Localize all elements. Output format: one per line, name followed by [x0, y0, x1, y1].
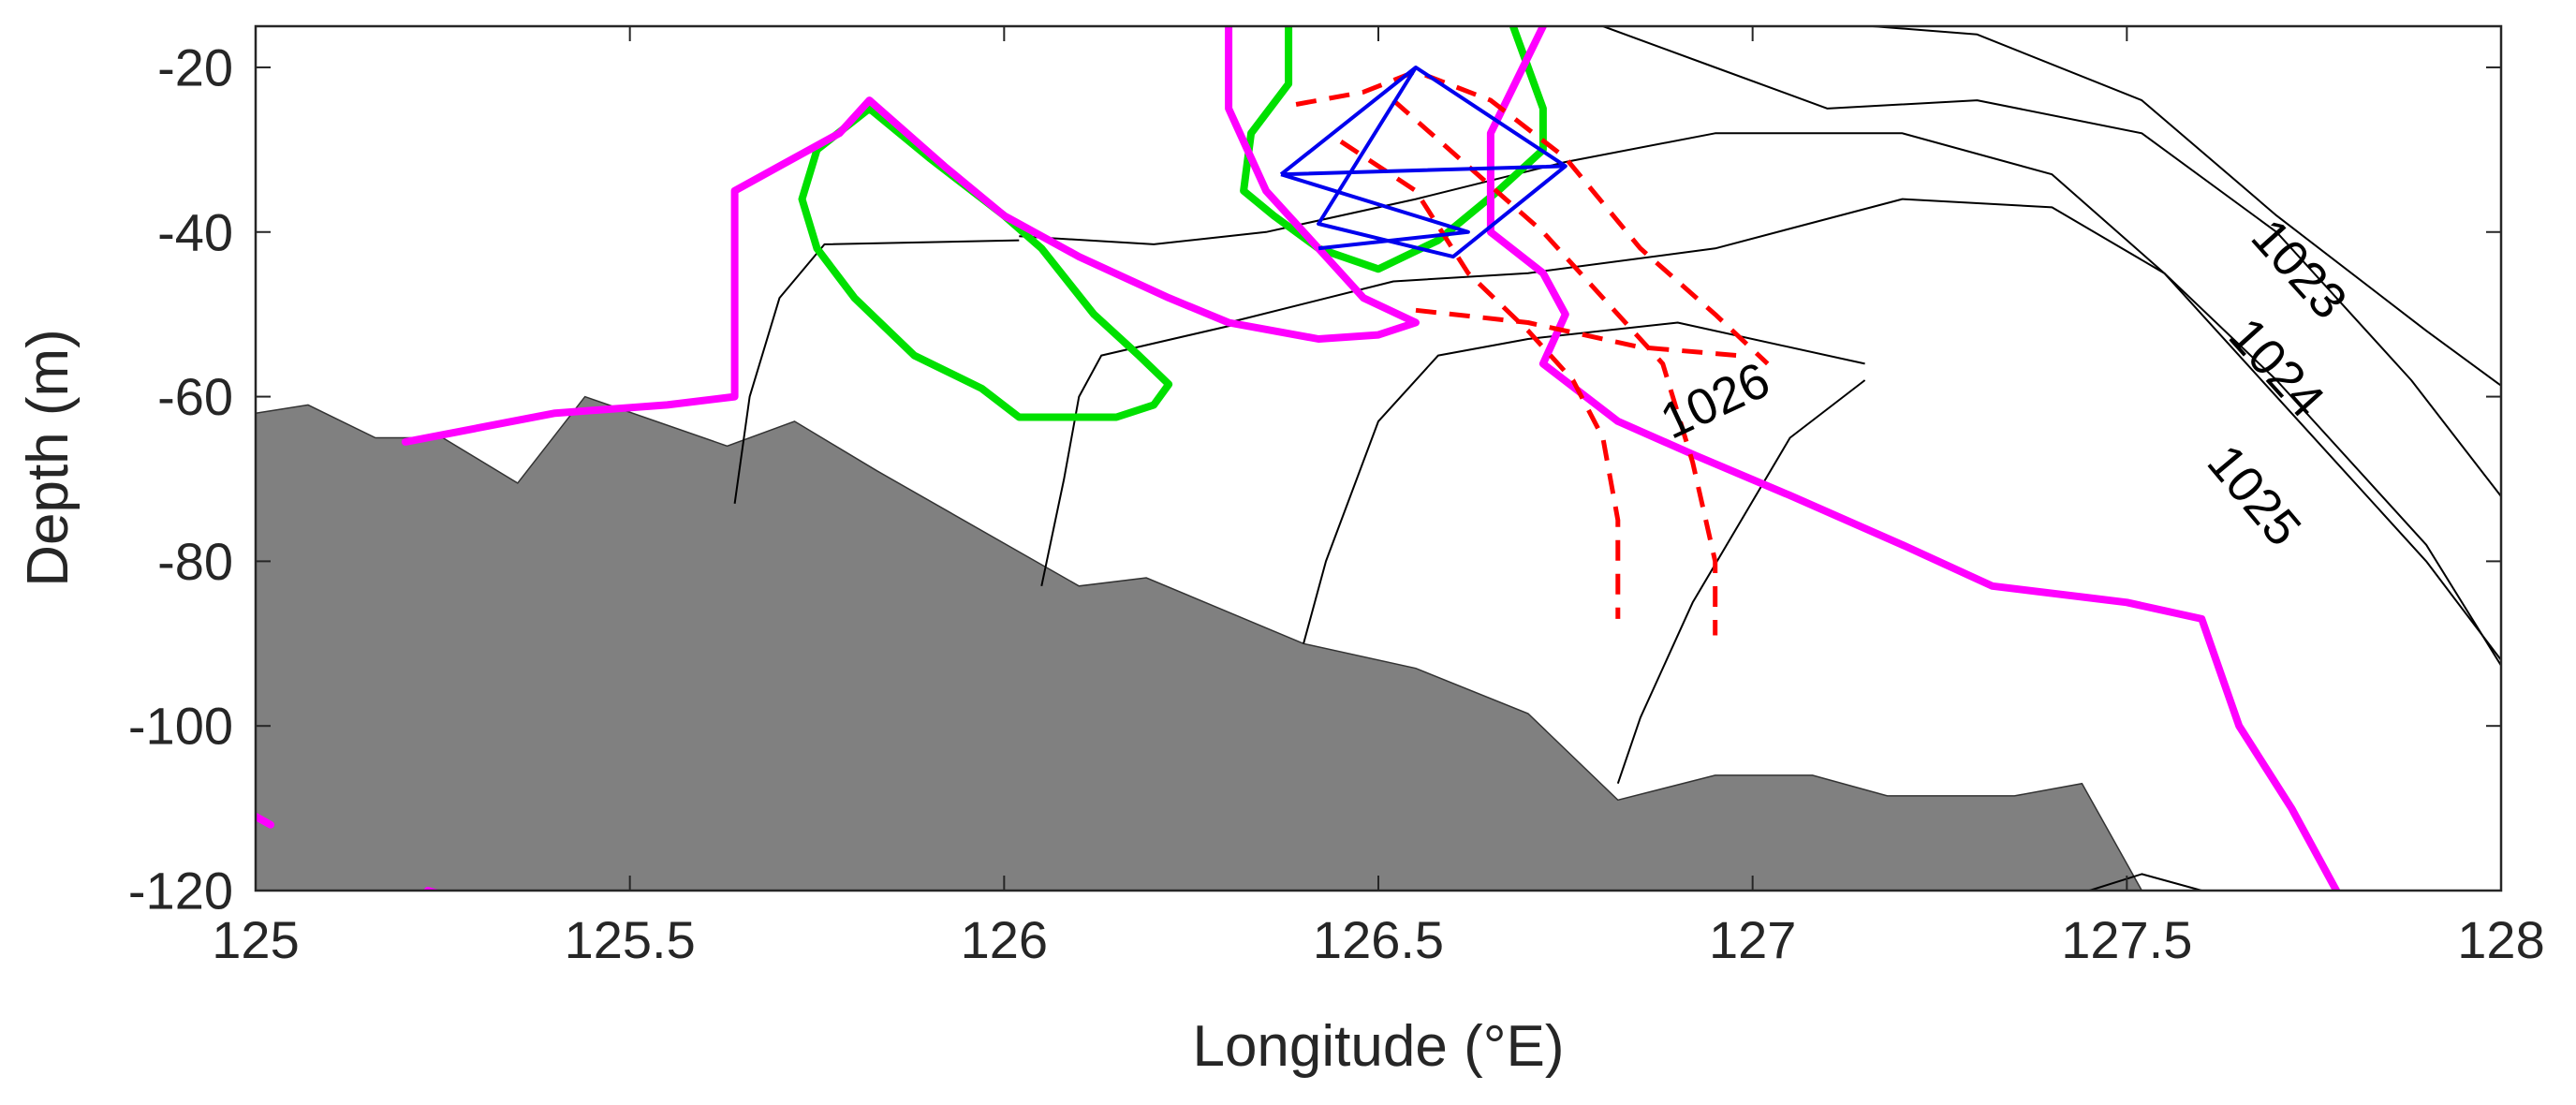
- blue-line-layer: [1279, 66, 1568, 259]
- blue-line-0: [1279, 66, 1568, 177]
- y-tick-label: -120: [128, 862, 233, 921]
- density-contour-7: [1616, 379, 1866, 785]
- density-contour-4: [733, 239, 1020, 504]
- magenta-line-0: [401, 26, 1420, 446]
- density-contour-5: [1040, 321, 1244, 587]
- density-contour-1024: [1602, 26, 2501, 498]
- blue-line-2: [1280, 172, 1470, 251]
- y-axis: -20 -40 -60 -80 -100 -120: [128, 37, 2501, 921]
- red-dashed-line-3: [1415, 307, 1738, 359]
- x-axis-title: Longitude (°E): [1192, 1014, 1564, 1079]
- y-tick-label: -100: [128, 697, 233, 756]
- x-axis: 125 125.5 126 126.5 127 127.5 128: [212, 26, 2545, 969]
- density-contour-1023: [1872, 26, 2501, 388]
- x-tick-label: 126.5: [1313, 910, 1444, 969]
- density-contour-1026: [1228, 198, 2501, 668]
- x-tick-label: 125.5: [565, 910, 696, 969]
- magenta-line-layer: [256, 26, 2341, 891]
- red-dashed-line-1: [1339, 140, 1621, 619]
- red-dashed-line-0: [1295, 68, 1770, 366]
- red-dashed-line-layer: [1295, 68, 1770, 636]
- density-contour-6: [1303, 321, 1865, 644]
- green-line-0: [798, 104, 1173, 421]
- x-tick-label: 127: [1709, 910, 1796, 969]
- x-tick-label: 126: [961, 910, 1048, 969]
- density-contour-8: [2089, 873, 2202, 891]
- magenta-line-2: [256, 812, 274, 829]
- red-dashed-line-2: [1391, 98, 1718, 636]
- y-tick-label: -60: [157, 367, 233, 426]
- x-tick-label: 128: [2457, 910, 2544, 969]
- y-axis-title: Depth (m): [16, 329, 81, 587]
- y-tick-label: -40: [157, 202, 233, 261]
- x-tick-label: 125: [212, 910, 299, 969]
- y-tick-label: -80: [157, 532, 233, 591]
- y-tick-label: -20: [157, 37, 233, 96]
- magenta-line-1: [1486, 26, 2341, 891]
- x-tick-label: 127.5: [2061, 910, 2192, 969]
